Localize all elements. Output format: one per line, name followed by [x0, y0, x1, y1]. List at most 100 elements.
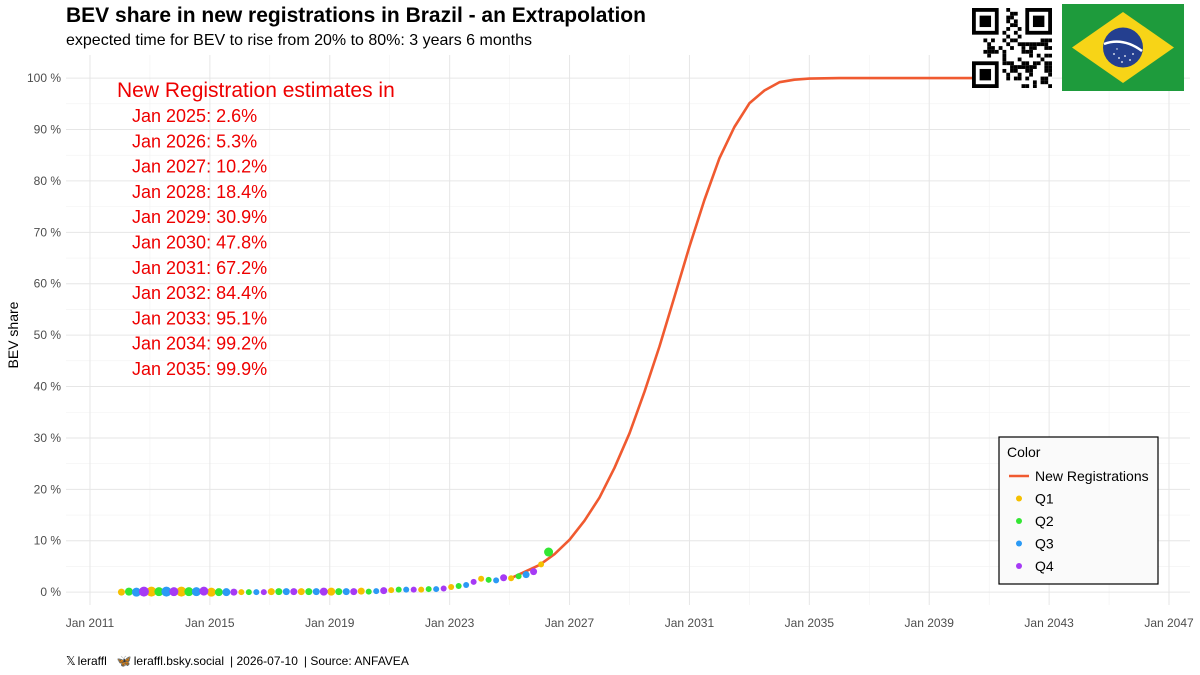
y-tick-label: 40 % — [34, 380, 62, 394]
data-point-q1 — [238, 589, 245, 596]
data-point-q1 — [388, 587, 395, 594]
data-point-q4 — [530, 568, 538, 576]
y-tick-label: 50 % — [34, 328, 62, 342]
estimate-line: Jan 2035: 99.9% — [132, 359, 267, 379]
x-tick-label: Jan 2027 — [545, 616, 595, 630]
y-tick-label: 90 % — [34, 123, 62, 137]
x-tick-label: Jan 2023 — [425, 616, 475, 630]
data-point-q4 — [350, 588, 358, 596]
legend-box — [998, 436, 1159, 585]
legend: Color New Registrations Q1 Q2 Q3 Q4 — [998, 436, 1159, 585]
data-point-q2 — [515, 573, 522, 580]
y-tick-label: 20 % — [34, 482, 62, 496]
estimate-line: Jan 2033: 95.1% — [132, 308, 267, 328]
chart-title: BEV share in new registrations in Brazil… — [66, 4, 646, 27]
data-point-q4 — [319, 587, 328, 596]
x-tick-label: Jan 2011 — [66, 616, 115, 630]
footer: 𝕏 leraffl 🦋 leraffl.bsky.social | 2026-0… — [66, 654, 409, 668]
data-point-q1 — [267, 588, 275, 596]
y-tick-label: 10 % — [34, 534, 62, 548]
legend-key-point — [1016, 518, 1022, 524]
data-point-q2 — [544, 547, 554, 557]
footer-bsky-handle: leraffl.bsky.social — [133, 654, 225, 668]
butterfly-icon: 🦋 — [116, 654, 132, 668]
estimate-line: Jan 2030: 47.8% — [132, 233, 267, 253]
data-point-q1 — [176, 586, 187, 597]
data-point-q4 — [230, 588, 238, 596]
data-point-q2 — [335, 588, 343, 596]
y-tick-label: 30 % — [34, 431, 62, 445]
estimate-line: Jan 2031: 67.2% — [132, 258, 267, 278]
legend-key-point — [1016, 540, 1022, 547]
data-point-q2 — [275, 588, 283, 596]
data-point-q3 — [433, 586, 440, 593]
data-point-q3 — [312, 588, 320, 596]
estimate-line: Jan 2032: 84.4% — [132, 283, 267, 303]
series-line-layer — [509, 76, 1050, 580]
estimate-line: Jan 2026: 5.3% — [132, 131, 257, 151]
data-point-q4 — [380, 587, 388, 595]
x-logo-icon: 𝕏 — [66, 654, 76, 668]
data-point-q1 — [418, 586, 425, 593]
data-point-q2 — [425, 586, 432, 593]
data-point-q2 — [365, 588, 372, 595]
data-point-q2 — [245, 589, 252, 596]
legend-title: Color — [1007, 444, 1041, 460]
data-point-q3 — [191, 587, 201, 597]
legend-item-label: Q2 — [1035, 513, 1054, 529]
legend-key-point — [1016, 563, 1022, 569]
data-point-q2 — [305, 588, 313, 596]
x-tick-label: Jan 2019 — [305, 616, 355, 630]
data-point-q1 — [538, 561, 545, 568]
data-point-q4 — [500, 574, 508, 582]
data-point-q3 — [493, 577, 500, 584]
legend-item-label: Q1 — [1035, 491, 1054, 507]
x-tick-label: Jan 2035 — [785, 616, 835, 630]
data-point-q3 — [253, 589, 260, 596]
x-axis-ticks: Jan 2011 Jan 2015 Jan 2019 Jan 2023 Jan 2027… — [66, 616, 1194, 630]
footer-x-handle: leraffl — [77, 654, 107, 668]
y-axis-ticks: 0 % 10 % 20 % 30 % 40 % 50 % 60 % 70 % 80 % 90 % 1… — [27, 71, 61, 599]
data-point-q4 — [138, 586, 149, 597]
estimates-annotation: New Registration estimates in Jan 2025: … — [117, 79, 395, 379]
data-point-q3 — [161, 586, 172, 597]
estimate-line: Jan 2027: 10.2% — [132, 157, 267, 177]
estimate-line: Jan 2028: 18.4% — [132, 182, 267, 202]
estimate-line: Jan 2034: 99.2% — [132, 334, 267, 354]
data-point-q1 — [478, 575, 485, 582]
footer-source: | Source: ANFAVEA — [303, 654, 409, 668]
data-point-q2 — [395, 586, 402, 593]
data-point-q1 — [327, 587, 336, 596]
data-point-q2 — [214, 588, 223, 597]
x-tick-label: Jan 2047 — [1144, 616, 1194, 630]
data-point-q3 — [403, 586, 410, 593]
data-point-q1 — [206, 587, 216, 597]
estimates-heading: New Registration estimates in — [117, 79, 395, 102]
data-point-q4 — [440, 585, 447, 592]
legend-item-label: Q4 — [1035, 558, 1054, 574]
data-point-q3 — [522, 571, 530, 579]
legend-item-label: Q3 — [1035, 536, 1054, 552]
legend-key-point — [1016, 495, 1022, 502]
x-tick-label: Jan 2039 — [905, 616, 955, 630]
x-tick-label: Jan 2015 — [185, 616, 235, 630]
data-point-q2 — [455, 582, 462, 589]
legend-items: New Registrations Q1 Q2 Q3 Q4 — [1009, 468, 1149, 574]
data-point-q2 — [184, 587, 194, 597]
series-points-layer — [117, 547, 554, 597]
data-point-q3 — [222, 588, 231, 597]
data-point-q3 — [373, 588, 380, 595]
data-point-q4 — [410, 586, 417, 593]
y-tick-label: 70 % — [34, 225, 62, 239]
data-point-q3 — [463, 581, 470, 588]
legend-item-label: New Registrations — [1035, 468, 1149, 484]
data-point-q3 — [282, 588, 290, 596]
data-point-q4 — [290, 588, 298, 596]
data-point-q2 — [124, 587, 133, 596]
data-point-q4 — [169, 587, 179, 597]
data-point-q3 — [342, 588, 350, 596]
qr-code — [972, 8, 1052, 88]
estimates-lines: Jan 2025: 2.6% Jan 2026: 5.3% Jan 2027: 10… — [132, 106, 267, 379]
data-point-q1 — [297, 588, 305, 596]
